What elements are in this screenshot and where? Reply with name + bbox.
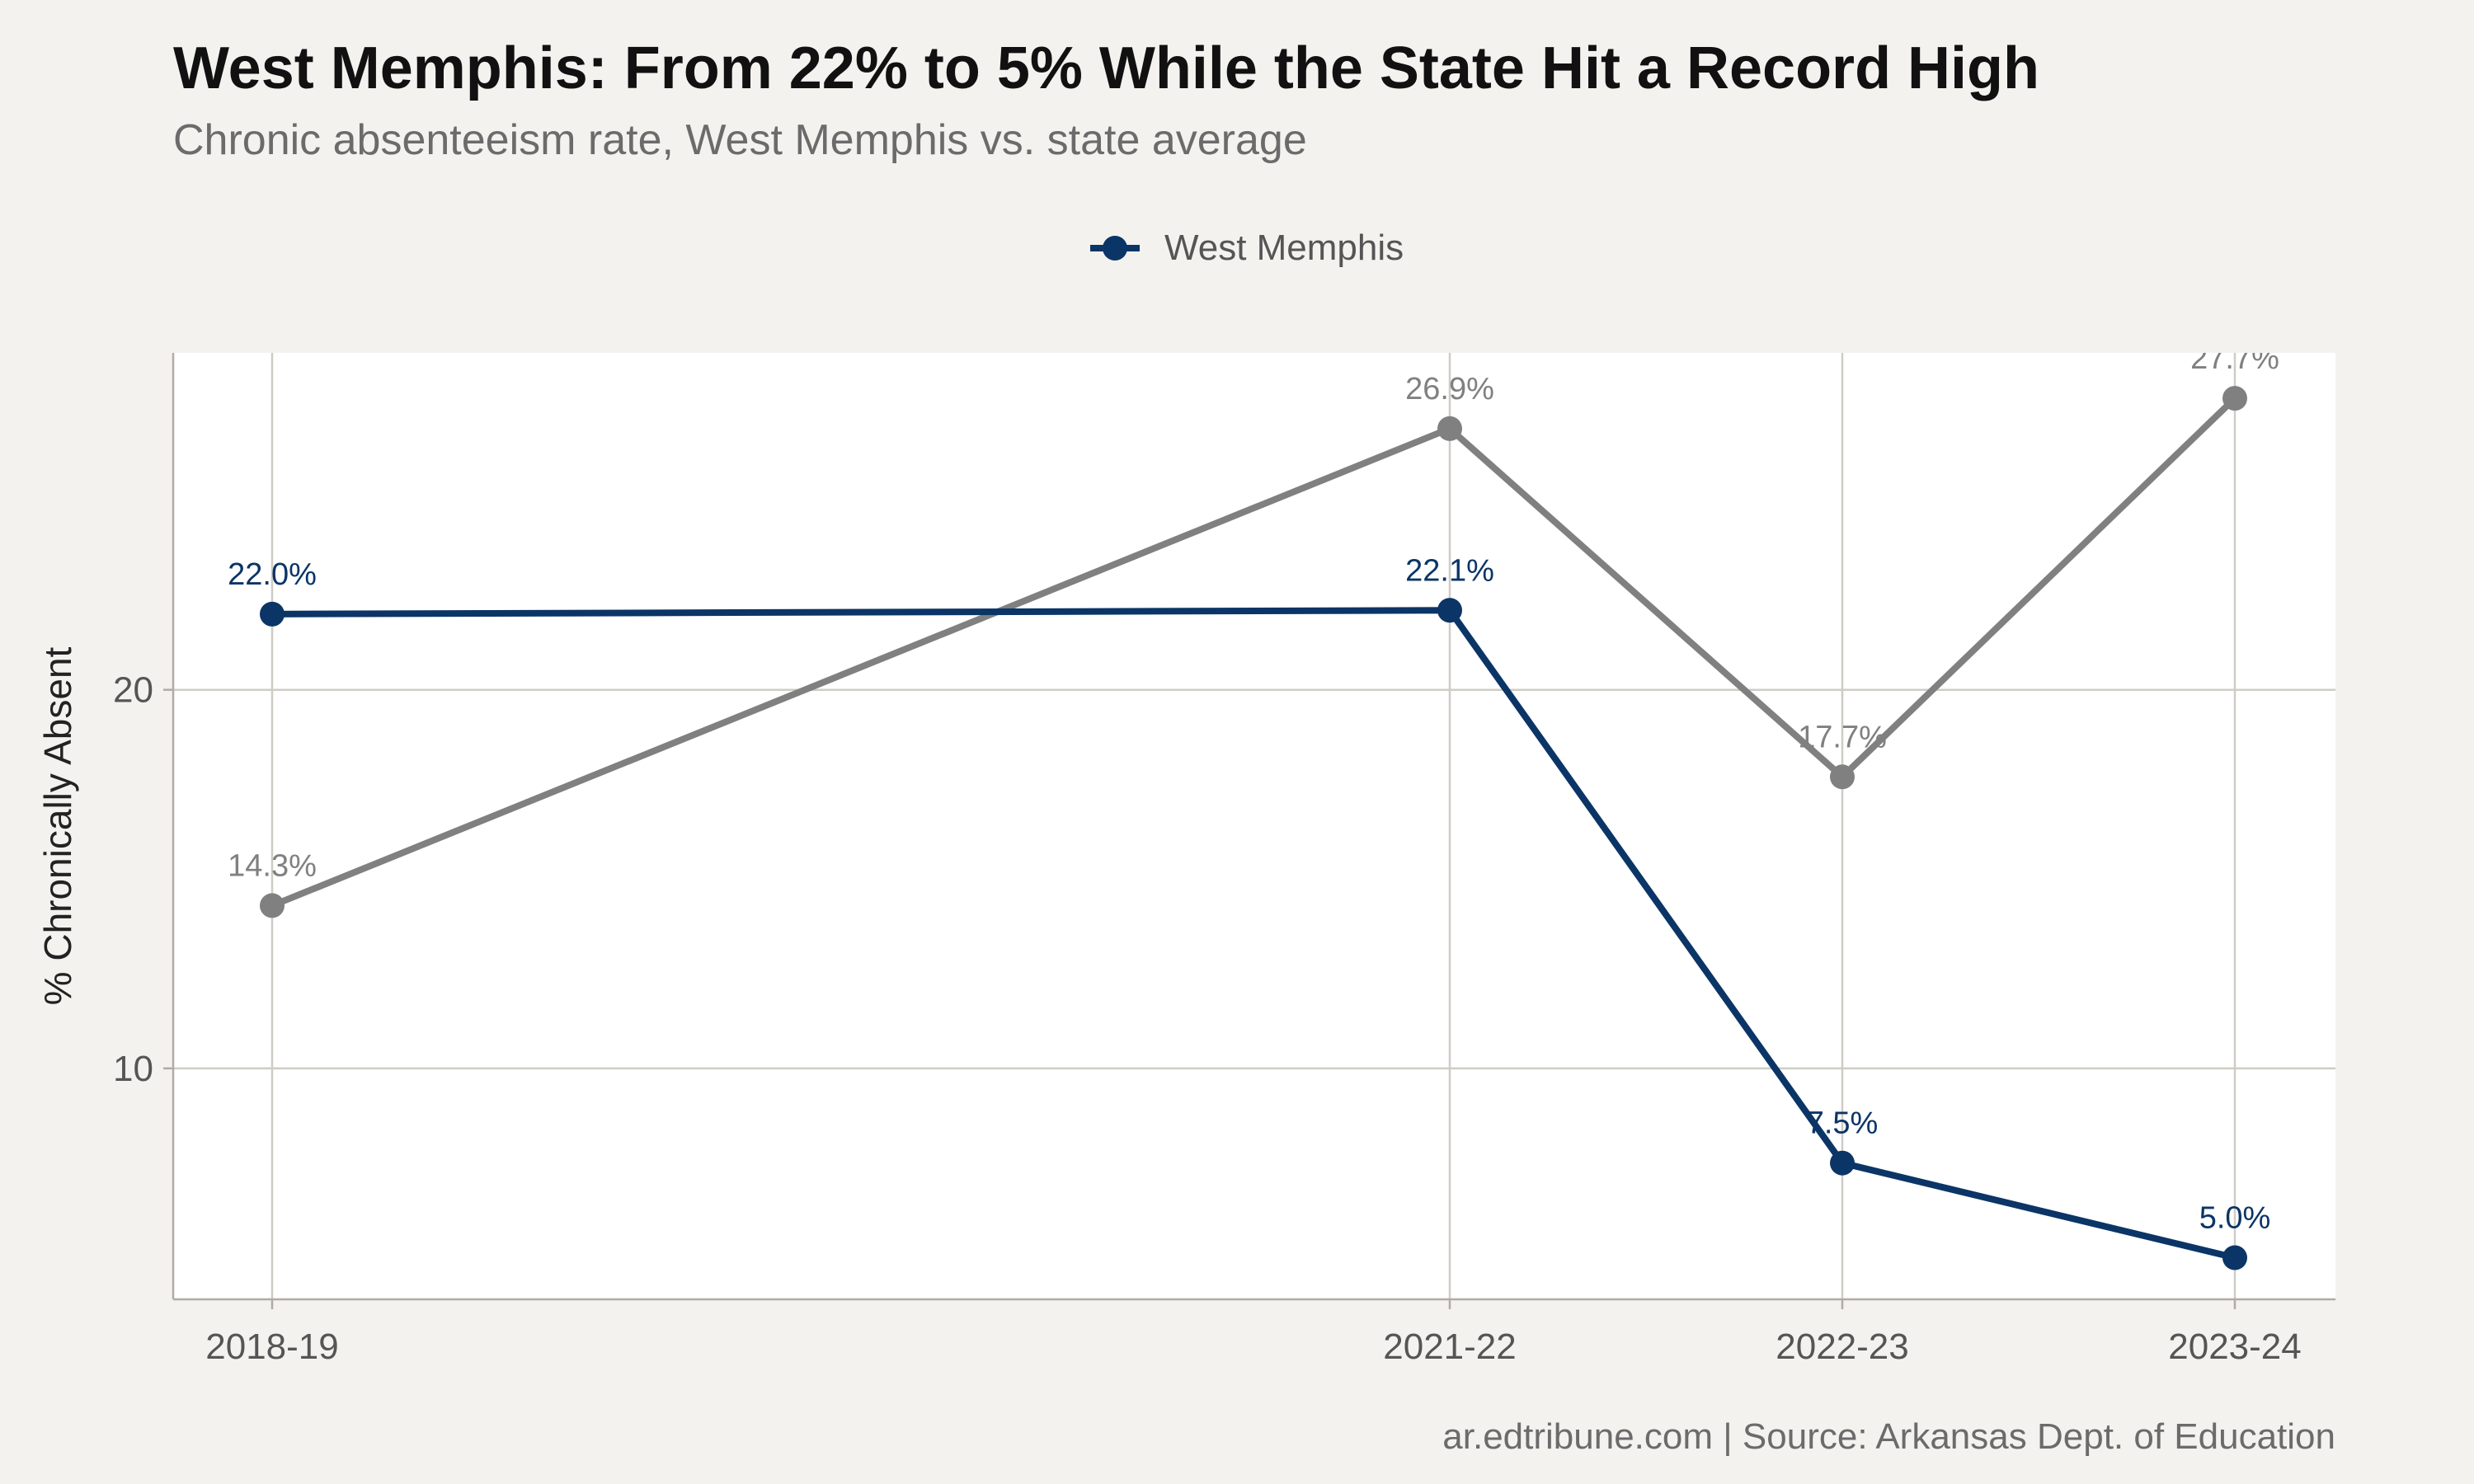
x-tick-label: 2023-24 xyxy=(2168,1327,2301,1367)
data-label-west-memphis: 5.0% xyxy=(2199,1200,2271,1235)
y-axis-title: % Chronically Absent xyxy=(36,646,79,1005)
data-label-state-average: 26.9% xyxy=(1405,372,1494,406)
y-tick-label: 20 xyxy=(113,670,153,711)
data-point-state-average xyxy=(260,893,285,918)
data-labels: 14.3% 26.9% 17.7% 27.7% 22.0% 22.1% 7.5% 5.0% xyxy=(228,341,2279,1235)
data-point-west-memphis xyxy=(1437,598,1462,623)
series xyxy=(260,386,2247,1270)
x-tick-label: 2018-19 xyxy=(205,1327,338,1367)
data-label-state-average: 27.7% xyxy=(2190,341,2279,376)
plot-panel xyxy=(173,353,2335,1299)
chart-title: West Memphis: From 22% to 5% While the S… xyxy=(173,35,2040,101)
legend: West Memphis xyxy=(1089,228,1404,269)
data-point-west-memphis xyxy=(2222,1245,2247,1270)
data-point-west-memphis xyxy=(260,601,285,627)
series-line-west-memphis xyxy=(269,607,2238,1261)
x-tick-label: 2022-23 xyxy=(1776,1327,1908,1367)
data-label-west-memphis: 7.5% xyxy=(1807,1106,1879,1141)
data-label-west-memphis: 22.1% xyxy=(1405,553,1494,588)
data-point-state-average xyxy=(1830,764,1855,790)
gridlines xyxy=(173,353,2335,1299)
chart-subtitle: Chronic absenteeism rate, West Memphis v… xyxy=(173,116,1307,164)
legend-label-west-memphis: West Memphis xyxy=(1164,228,1404,268)
series-line-state-average xyxy=(269,395,2238,909)
data-point-state-average xyxy=(2222,386,2247,411)
axes: 10 20 2018-19 2021-22 2022-23 2023-24 % Chroni… xyxy=(36,353,2335,1367)
x-tick-label: 2021-22 xyxy=(1383,1327,1516,1367)
data-point-west-memphis xyxy=(1830,1150,1855,1176)
data-label-west-memphis: 22.0% xyxy=(228,557,317,592)
legend-key-west-memphis xyxy=(1090,236,1140,261)
data-point-state-average xyxy=(1437,416,1462,441)
data-label-state-average: 17.7% xyxy=(1798,720,1887,754)
y-tick-label: 10 xyxy=(113,1049,153,1089)
data-label-state-average: 14.3% xyxy=(228,848,317,883)
source-caption: ar.edtribune.com | Source: Arkansas Dept… xyxy=(1442,1416,2335,1457)
